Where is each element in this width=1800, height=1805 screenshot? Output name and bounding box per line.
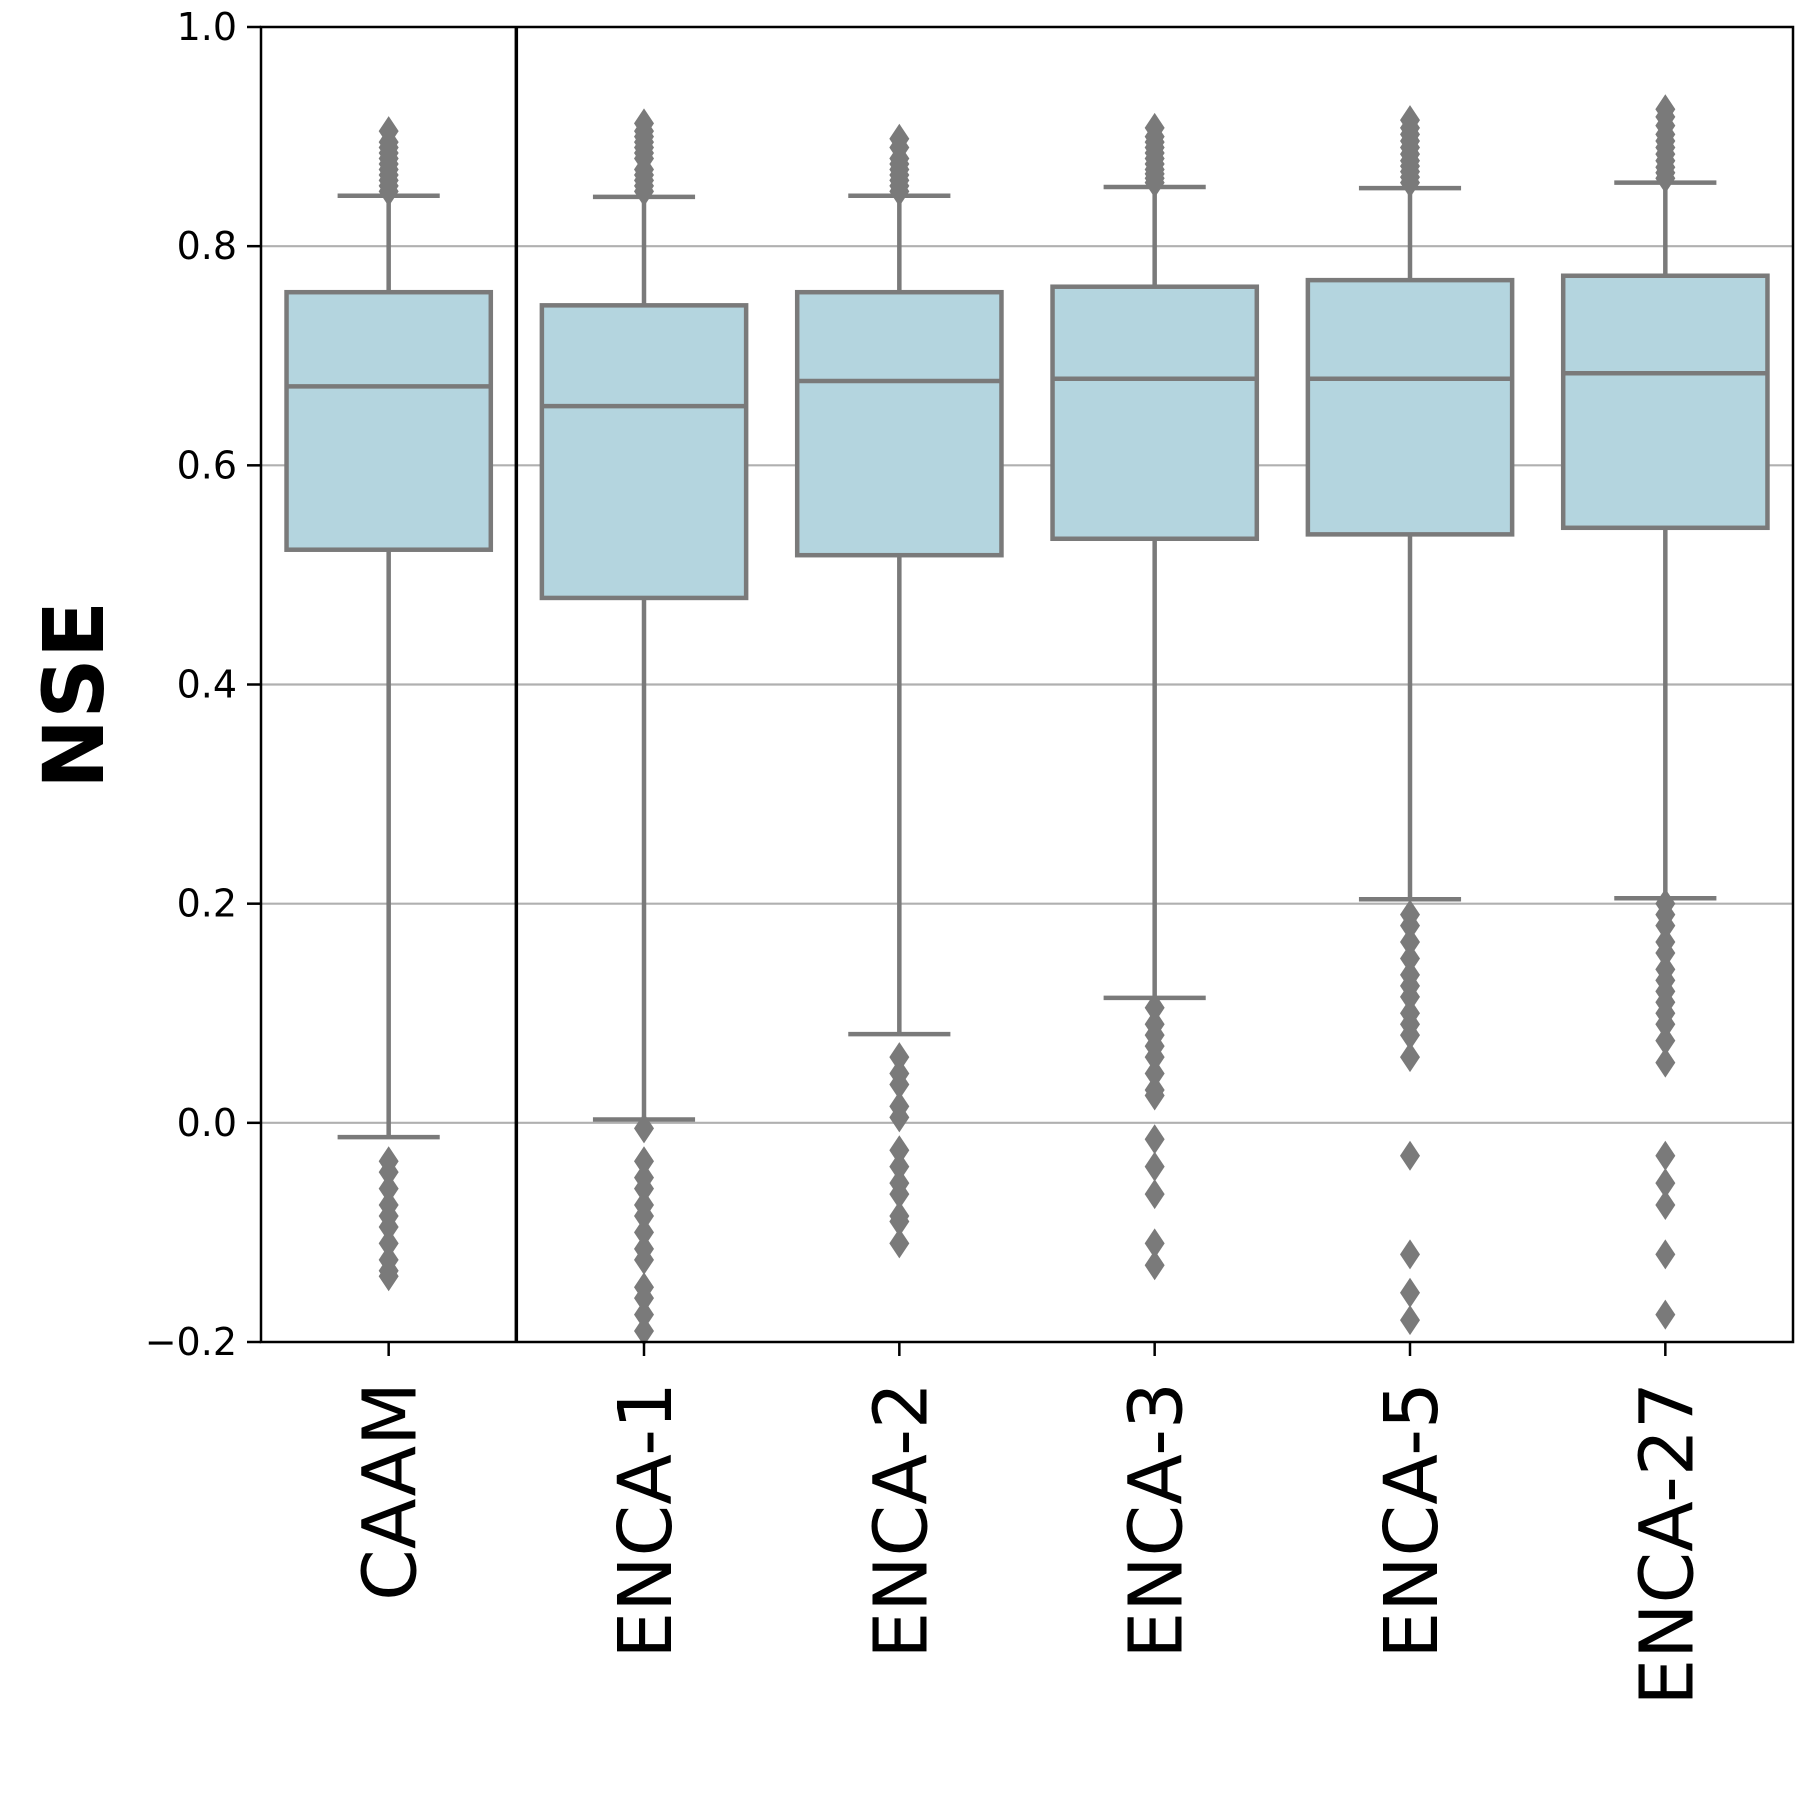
x-tick-label: ENCA-27: [1624, 1382, 1710, 1706]
outlier-point: [1655, 1168, 1676, 1199]
x-tick-label: CAAM: [348, 1382, 434, 1601]
outlier-point: [1655, 1190, 1676, 1221]
outlier-point: [378, 1228, 399, 1259]
outlier-point: [1655, 910, 1676, 941]
outlier-point: [1144, 992, 1165, 1023]
outlier-point: [889, 1151, 910, 1182]
outlier-point: [889, 1102, 910, 1133]
outlier-point: [378, 1173, 399, 1204]
outlier-point: [1400, 1042, 1420, 1073]
y-tick-label: 0.0: [177, 1101, 237, 1145]
x-tick-label: ENCA-5: [1369, 1382, 1455, 1659]
outlier-point: [634, 1283, 654, 1314]
outlier-point: [1400, 1305, 1420, 1336]
outlier-point: [1144, 112, 1165, 143]
y-axis-label: NSE: [25, 601, 123, 789]
box-group-enca-3: [1050, 112, 1260, 1281]
outlier-point: [1144, 1058, 1165, 1089]
outlier-point: [1400, 943, 1420, 974]
outlier-point: [1400, 105, 1420, 136]
outlier-point: [1655, 1047, 1676, 1078]
box-iqr: [284, 289, 494, 552]
outlier-point: [634, 1244, 654, 1275]
y-tick-label: 1.0: [177, 5, 237, 49]
y-tick-label: 0.8: [177, 224, 237, 268]
box-group-enca-2: [794, 123, 1004, 1259]
outlier-point: [634, 1299, 654, 1330]
box-group-caam: [284, 116, 494, 1292]
outlier-point: [378, 116, 399, 147]
outlier-point: [378, 1211, 399, 1242]
outlier-point: [889, 1042, 910, 1073]
y-tick-label: 0.6: [177, 443, 237, 487]
outlier-point: [1144, 1080, 1165, 1111]
box-iqr: [1560, 273, 1770, 531]
box-group-enca-27: [1560, 94, 1770, 1330]
box-iqr: [1305, 277, 1515, 537]
outlier-point: [378, 1261, 399, 1292]
outlier-point: [1400, 1239, 1420, 1270]
outlier-point: [889, 1135, 910, 1166]
outlier-point: [889, 1228, 910, 1259]
outlier-point: [634, 1200, 654, 1231]
outlier-point: [1144, 1042, 1165, 1073]
outlier-point: [378, 1157, 399, 1188]
outlier-point: [1144, 1151, 1165, 1182]
outlier-point: [889, 1069, 910, 1100]
y-tick-label: 0.4: [177, 663, 237, 707]
outlier-point: [634, 1113, 654, 1144]
box-iqr: [794, 289, 1004, 558]
outlier-point: [1144, 1250, 1165, 1281]
box-group-enca-1: [539, 108, 749, 1347]
outlier-point: [634, 108, 654, 139]
outlier-point: [1655, 1025, 1676, 1056]
outlier-point: [1655, 1239, 1676, 1270]
outlier-point: [634, 1146, 654, 1177]
outlier-point: [634, 1316, 654, 1347]
y-tick-label: −0.2: [145, 1320, 237, 1364]
x-tick-label: ENCA-3: [1114, 1382, 1200, 1659]
outlier-point: [1400, 927, 1420, 958]
outlier-point: [1655, 937, 1676, 968]
outlier-point: [1144, 1179, 1165, 1210]
box-iqr: [1050, 284, 1260, 542]
box-series: [284, 94, 1770, 1347]
outlier-point: [1655, 1009, 1676, 1040]
outlier-point: [1655, 94, 1676, 125]
outlier-point: [889, 123, 910, 154]
axes: −0.2 0.0 0.2 0.4 0.6 0.8 1.0 CAAM ENCA-1 ENCA-2 EN…: [145, 5, 1795, 1706]
y-tick-label: 0.2: [177, 882, 237, 926]
outlier-point: [1655, 1299, 1676, 1330]
outlier-point: [1144, 1124, 1165, 1155]
box-iqr: [539, 303, 749, 601]
outlier-point: [889, 1179, 910, 1210]
outlier-point: [1655, 1140, 1676, 1171]
outlier-point: [1400, 910, 1420, 941]
outlier-point: [1144, 1228, 1165, 1259]
outlier-point: [1400, 981, 1420, 1012]
x-tick-label: ENCA-2: [858, 1382, 944, 1659]
box-group-enca-5: [1305, 105, 1515, 1336]
outlier-point: [1400, 1140, 1420, 1171]
outlier-point: [1400, 1277, 1420, 1308]
outlier-point: [1400, 1020, 1420, 1051]
outlier-point: [889, 1206, 910, 1237]
x-tick-label: ENCA-1: [603, 1382, 689, 1659]
outlier-point: [634, 1217, 654, 1248]
outlier-point: [634, 1173, 654, 1204]
